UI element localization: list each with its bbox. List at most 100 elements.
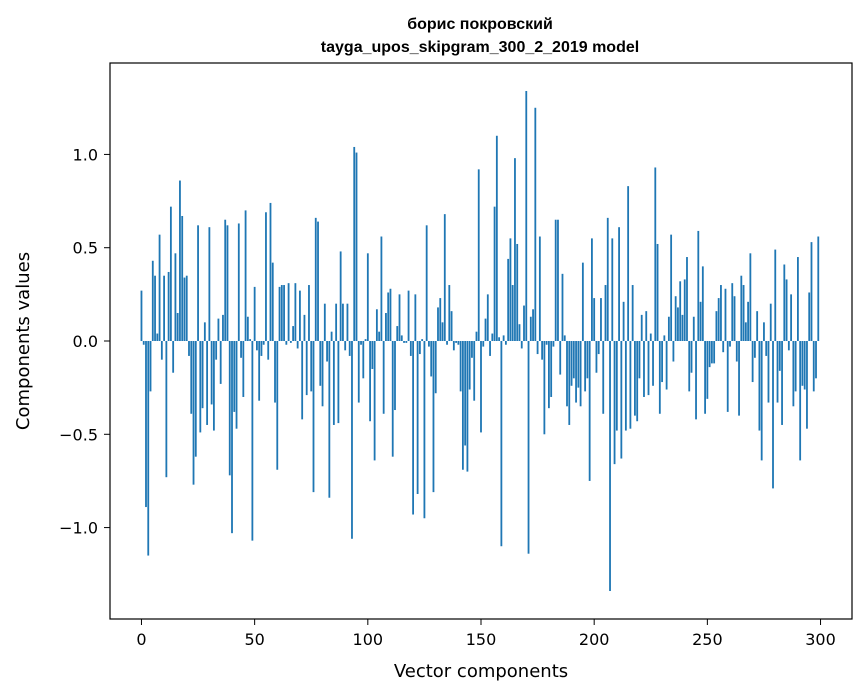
bar: [299, 290, 301, 341]
bar: [520, 341, 523, 349]
bar: [432, 341, 435, 493]
bar: [317, 221, 319, 341]
bar: [631, 285, 634, 341]
bar: [602, 341, 605, 414]
bar: [708, 341, 711, 368]
bar: [532, 309, 534, 341]
bar: [615, 341, 618, 431]
bar: [271, 262, 274, 341]
bar: [541, 341, 544, 360]
bar: [548, 341, 550, 409]
bar: [783, 264, 786, 341]
bar: [577, 341, 580, 388]
bar: [760, 341, 763, 461]
bar: [437, 307, 439, 341]
bar: [172, 341, 175, 373]
bar: [480, 341, 482, 433]
bar: [706, 341, 709, 399]
bar: [677, 307, 679, 341]
bar: [348, 341, 351, 356]
bar: [658, 341, 661, 414]
bar: [473, 341, 476, 401]
bar: [258, 341, 261, 401]
bar: [210, 341, 213, 405]
bar: [484, 318, 487, 341]
bar: [511, 285, 514, 341]
bar: [597, 341, 600, 355]
bar: [545, 341, 548, 345]
bar: [371, 341, 374, 369]
bar: [695, 341, 697, 420]
y-tick-label: 0.0: [73, 332, 98, 351]
bar: [160, 341, 163, 360]
bar: [165, 341, 168, 478]
y-axis-ticks: −1.0 −0.5 0.0 0.5 1.0: [59, 145, 110, 538]
bar: [575, 341, 577, 403]
bar: [606, 217, 609, 341]
bar: [527, 341, 530, 554]
bar: [516, 243, 519, 341]
bar: [593, 298, 596, 341]
bar: [613, 341, 616, 465]
bar: [672, 341, 675, 362]
bar: [156, 333, 159, 341]
bar: [661, 341, 663, 383]
bar: [670, 234, 673, 341]
x-tick-label: 250: [692, 630, 723, 649]
bar: [572, 341, 575, 379]
bar: [267, 341, 270, 360]
bar: [538, 236, 541, 341]
bar: [262, 341, 265, 345]
bar: [344, 341, 347, 351]
bar: [733, 296, 736, 341]
bar: [681, 314, 684, 341]
bar: [656, 243, 659, 341]
bar: [192, 341, 195, 485]
bar: [563, 335, 566, 341]
bar: [251, 341, 254, 541]
bar: [226, 225, 229, 341]
bar: [380, 236, 383, 341]
bar: [586, 341, 589, 379]
bar: [747, 301, 750, 341]
bar: [151, 260, 154, 341]
bar: [729, 341, 731, 347]
bar: [423, 341, 426, 519]
bar: [604, 285, 607, 341]
bar: [394, 341, 396, 411]
bar: [364, 339, 367, 341]
bar: [305, 341, 308, 396]
bar: [176, 313, 179, 341]
bar: [448, 285, 451, 341]
bar: [373, 341, 376, 461]
bar: [758, 341, 761, 431]
bar: [529, 316, 532, 341]
bar: [194, 341, 197, 457]
bar: [629, 341, 632, 429]
bar: [751, 341, 754, 383]
bar: [455, 341, 458, 343]
bar: [357, 341, 360, 403]
bar: [387, 292, 390, 341]
bar: [228, 341, 231, 476]
x-axis-ticks: 0 50 100 150 200 250 300: [136, 619, 836, 649]
bar: [240, 341, 242, 358]
bar: [636, 341, 639, 422]
bar: [425, 225, 428, 341]
bar: [638, 341, 641, 379]
bar: [763, 322, 765, 341]
plot-area-frame: [109, 62, 853, 620]
bar: [222, 314, 224, 341]
bar: [552, 341, 555, 347]
bar: [749, 253, 752, 341]
bar: [781, 341, 783, 425]
bar: [353, 146, 356, 341]
bar: [203, 322, 206, 341]
bar: [351, 341, 353, 539]
bar: [765, 341, 768, 356]
bar: [785, 279, 788, 341]
bar: [600, 298, 602, 341]
bar: [649, 333, 652, 341]
y-tick-label: −0.5: [59, 425, 98, 444]
bar: [400, 335, 403, 341]
